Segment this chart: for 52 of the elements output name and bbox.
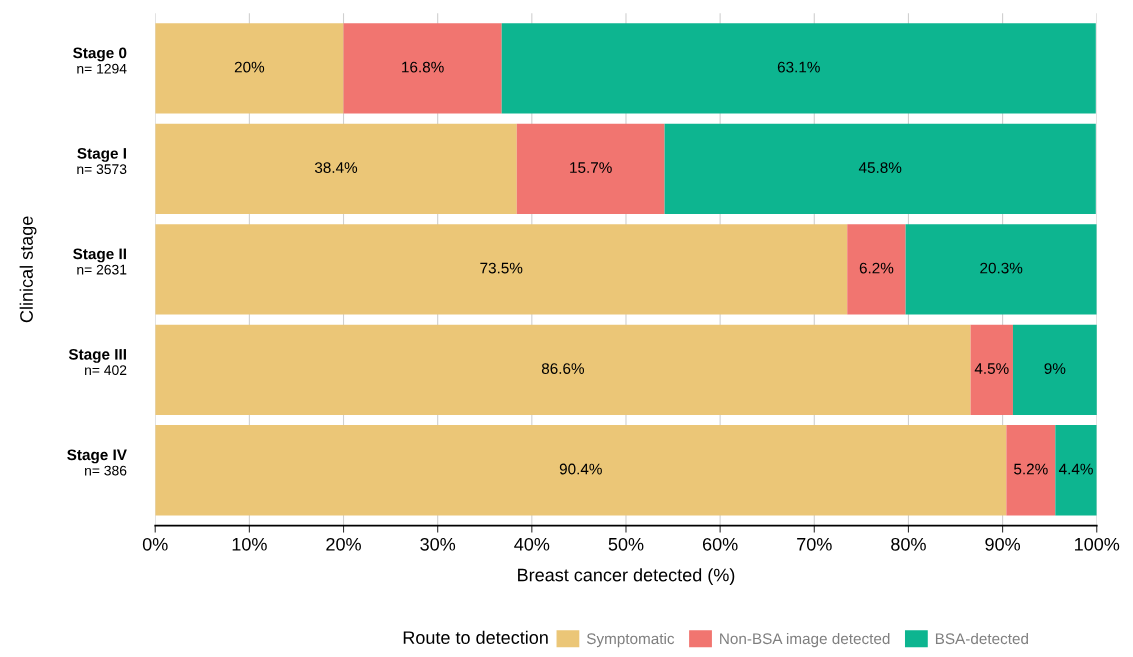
bar: [155, 425, 1007, 516]
x-tick-label: 80%: [891, 537, 926, 551]
data-label: 45.8%: [858, 162, 902, 173]
data-label: 20%: [234, 61, 265, 73]
data-label: 6.2%: [859, 262, 894, 274]
x-tick-label: 70%: [797, 537, 832, 551]
x-tick-label: 100%: [1075, 537, 1120, 551]
x-tick-label: 60%: [702, 537, 738, 551]
data-label: 90.4%: [559, 463, 602, 475]
legend-label: BSA-detected: [935, 632, 1028, 645]
bar: [155, 324, 971, 416]
x-tick-label: 20%: [326, 537, 361, 551]
bar: [343, 23, 502, 114]
legend-label: Symptomatic: [586, 632, 675, 648]
legend-label: Non-BSA image detected: [720, 632, 890, 648]
bar: [970, 324, 1013, 416]
data-label: 16.8%: [402, 61, 444, 73]
bar: [905, 224, 1097, 315]
data-label: 86.6%: [541, 363, 585, 374]
y-tick-label: Stage IV n= 386: [67, 449, 127, 476]
bar: [664, 123, 1096, 215]
data-label: 9%: [1044, 363, 1066, 374]
bar: [516, 123, 665, 215]
data-label: 20.3%: [980, 262, 1023, 274]
x-tick-label: 0%: [142, 537, 168, 551]
data-label: 5.2%: [1014, 463, 1048, 475]
x-tick-label: 10%: [232, 537, 267, 551]
bar: [1006, 425, 1056, 516]
bar: [1012, 324, 1097, 416]
data-label: 4.4%: [1058, 463, 1093, 475]
y-tick-label: Stage 0 n= 1294: [73, 47, 127, 74]
bar: [155, 123, 517, 215]
x-tick-label: 50%: [608, 537, 644, 551]
data-label: 38.4%: [314, 162, 358, 173]
y-tick-label: Stage III n= 402: [68, 348, 127, 376]
x-axis-title: Breast cancer detected (%): [518, 568, 735, 585]
y-tick-label: Stage II n= 2631: [73, 248, 127, 275]
data-label: 63.1%: [777, 61, 820, 73]
bar: [501, 23, 1096, 114]
bar: [155, 224, 848, 315]
data-label: 4.5%: [974, 363, 1009, 374]
bar: [847, 224, 906, 315]
y-tick-label: Stage I n= 3573: [77, 147, 127, 175]
x-tick-label: 90%: [985, 537, 1021, 551]
data-label: 15.7%: [570, 162, 612, 173]
data-label: 73.5%: [480, 262, 523, 274]
x-tick-label: 40%: [514, 537, 550, 551]
bar: [1055, 425, 1097, 516]
legend-title: Route to detection: [403, 630, 548, 644]
y-axis-title: Clinical stage: [19, 216, 37, 323]
x-tick-label: 30%: [420, 537, 456, 551]
bar: [155, 23, 344, 114]
